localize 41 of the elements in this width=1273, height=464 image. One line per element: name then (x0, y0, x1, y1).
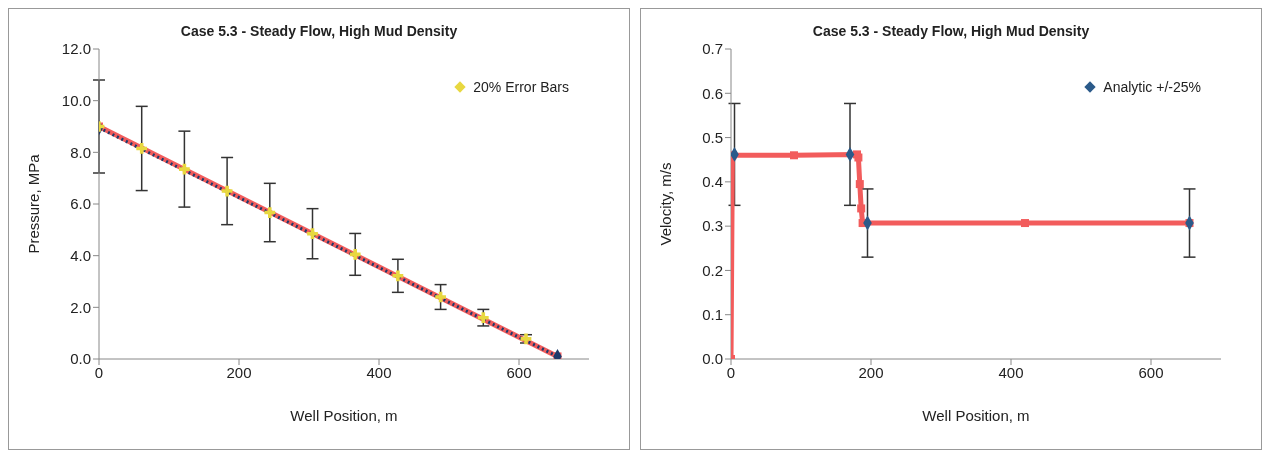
y-tick-label: 2.0 (70, 298, 91, 316)
point (855, 180, 864, 189)
point (392, 270, 404, 282)
x-tick-label: 600 (1138, 363, 1164, 381)
y-tick-label: 4.0 (70, 246, 91, 264)
point (1021, 219, 1029, 228)
x-tick-label: 0 (726, 363, 736, 381)
y-tick-label: 0.5 (702, 128, 723, 146)
point (349, 249, 361, 260)
x-axis-title: Well Position, m (922, 407, 1030, 424)
y-tick-label: 8.0 (70, 143, 91, 161)
y-tick-label: 12.0 (61, 40, 91, 58)
y-tick-label: 0.2 (702, 261, 723, 279)
point (857, 204, 866, 213)
x-axis-title: Well Position, m (290, 407, 398, 424)
point (264, 207, 276, 218)
point (179, 163, 190, 175)
y-axis-title: Pressure, MPa (25, 153, 43, 254)
x-tick-label: 200 (858, 363, 884, 381)
legend-label: 20% Error Bars (473, 79, 569, 95)
chart-title: Case 5.3 - Steady Flow, High Mud Density (811, 23, 1091, 39)
x-tick-label: 0 (94, 363, 104, 381)
point (435, 291, 446, 303)
point (221, 185, 233, 197)
chart-title: Case 5.3 - Steady Flow, High Mud Density (179, 23, 459, 39)
y-axis-title: Velocity, m/s (657, 162, 675, 246)
y-tick-label: 0.1 (702, 306, 723, 324)
x-tick-label: 400 (998, 363, 1024, 381)
y-tick-label: 0.4 (702, 173, 723, 191)
y-tick-label: 0.3 (702, 217, 723, 235)
point (790, 151, 798, 160)
y-tick-label: 0.7 (702, 40, 723, 58)
y-tick-label: 6.0 (70, 195, 91, 213)
legend-label: Analytic +/-25% (1103, 79, 1201, 95)
y-tick-label: 0.0 (702, 350, 723, 368)
x-tick-label: 200 (226, 363, 252, 381)
x-tick-label: 400 (366, 363, 392, 381)
x-tick-label: 600 (506, 363, 532, 381)
y-tick-label: 0.6 (702, 84, 723, 102)
y-tick-label: 10.0 (61, 91, 91, 109)
y-tick-label: 0.0 (70, 350, 91, 368)
